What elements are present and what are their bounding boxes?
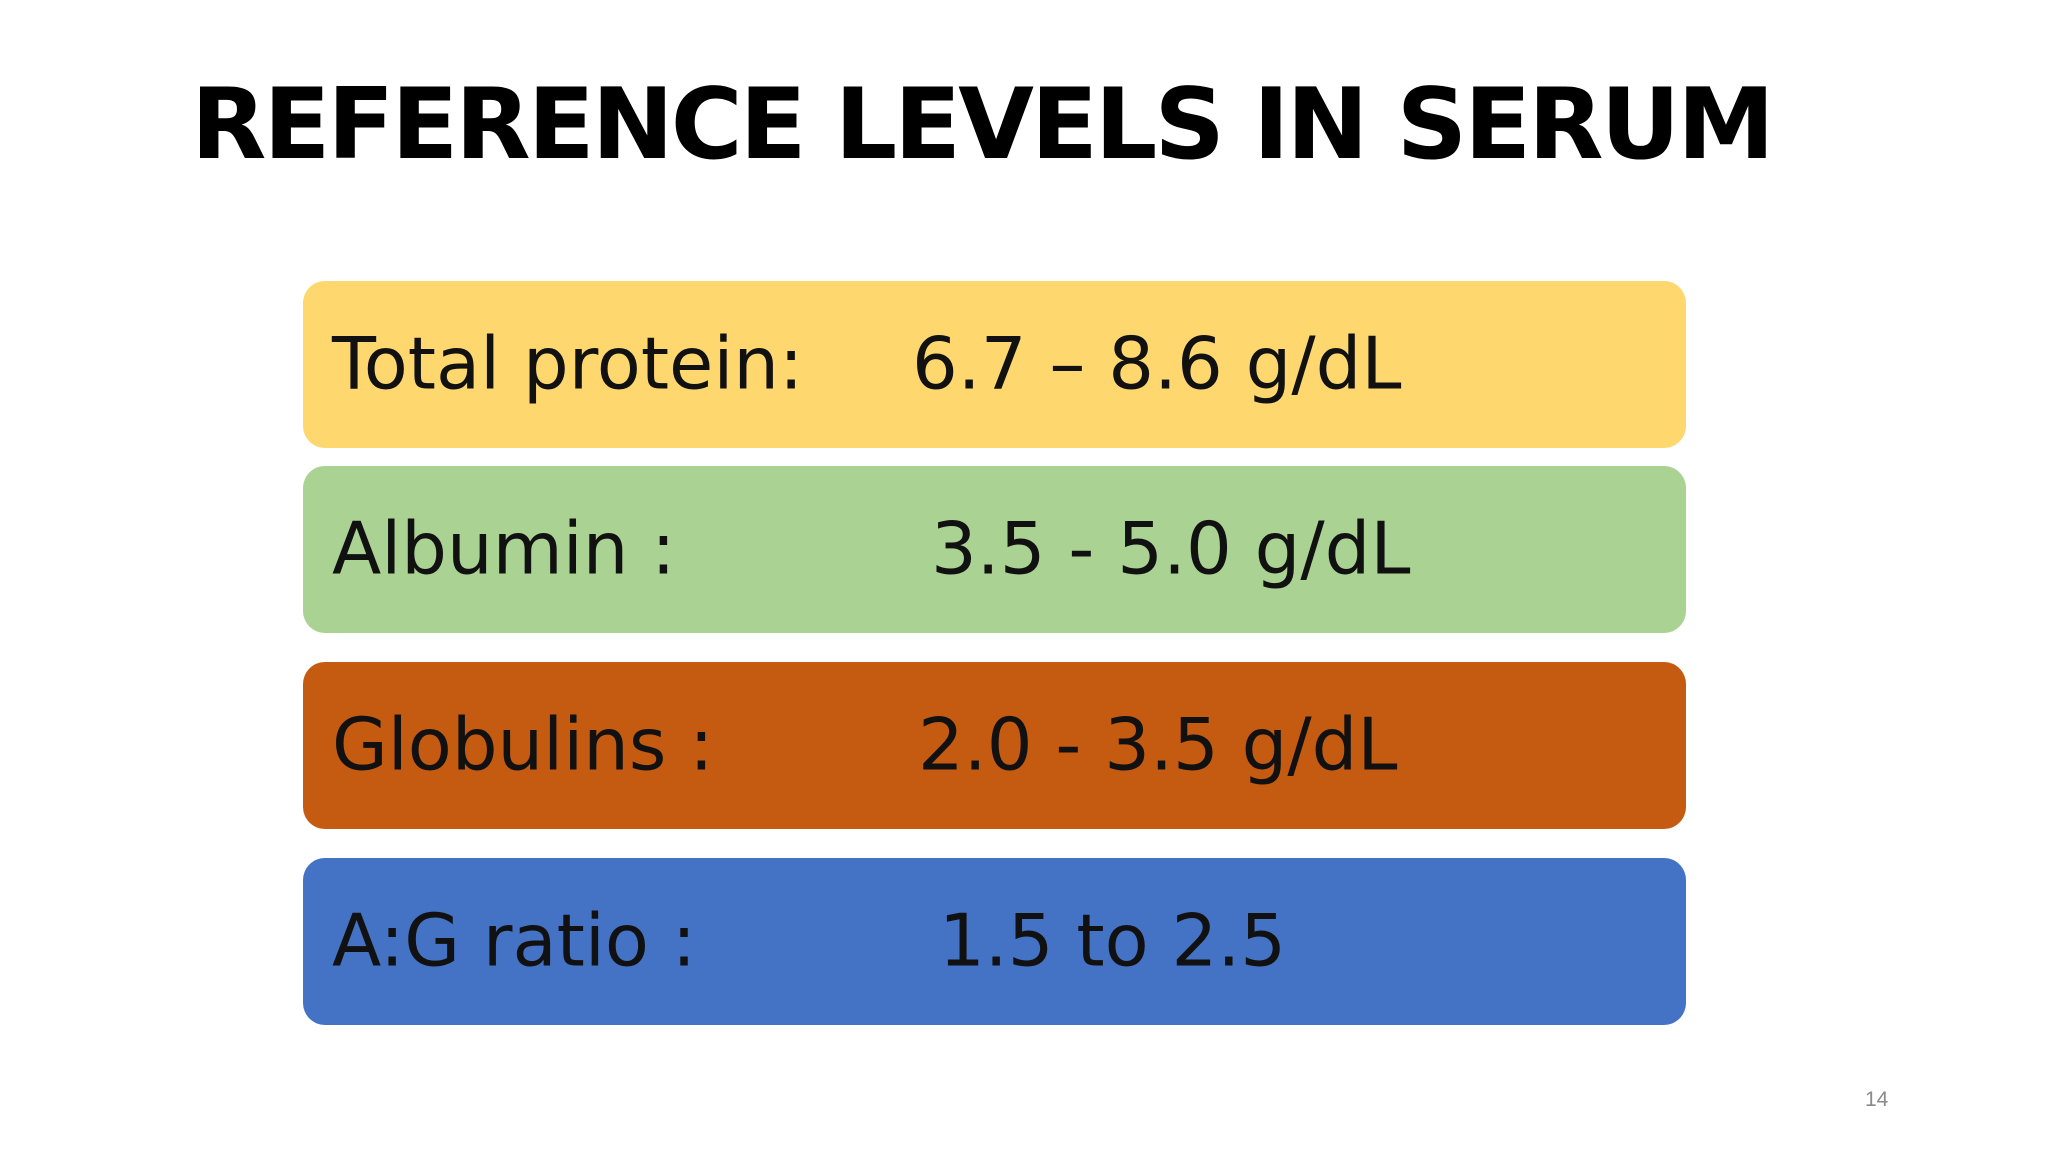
row-value: 6.7 – 8.6 g/dL [912, 321, 1402, 406]
slide-title: REFERENCE LEVELS IN SERUM [191, 68, 1775, 182]
row-label: Albumin : [332, 506, 676, 591]
row-box: Albumin : 3.5 - 5.0 g/dL [303, 466, 1686, 633]
row-label: Globulins : [332, 702, 714, 787]
row-value: 2.0 - 3.5 g/dL [918, 702, 1398, 787]
page-number: 14 [1865, 1088, 1889, 1111]
row-label: A:G ratio : [332, 898, 697, 983]
row-box: Globulins : 2.0 - 3.5 g/dL [303, 662, 1686, 829]
row-value: 3.5 - 5.0 g/dL [931, 506, 1411, 591]
row-box: Total protein: 6.7 – 8.6 g/dL [303, 281, 1686, 448]
row-label: Total protein: [332, 321, 804, 406]
row-box: A:G ratio : 1.5 to 2.5 [303, 858, 1686, 1025]
row-value: 1.5 to 2.5 [939, 898, 1287, 983]
